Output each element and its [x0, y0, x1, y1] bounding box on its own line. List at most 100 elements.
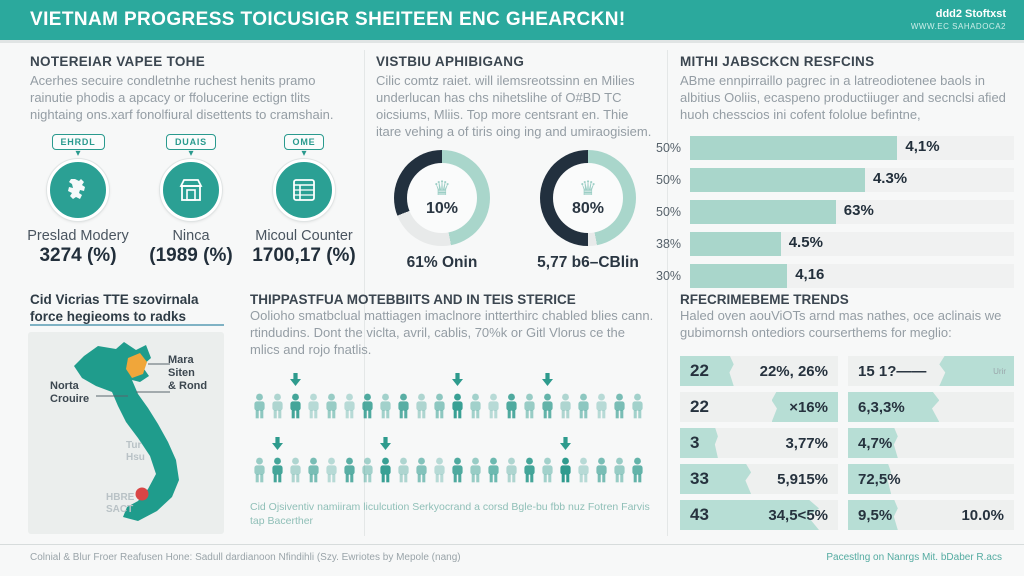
person-figure [376, 437, 394, 490]
down-arrow-icon [542, 373, 553, 386]
stat-ninca: DUAIS ▾ Ninca (1989 (%) [137, 134, 245, 267]
stats-row: EHRDL ▾ Preslad Modery 3274 (%) DUAIS ▾ … [24, 134, 358, 267]
down-arrow-icon [560, 437, 571, 450]
person-figure [628, 450, 646, 490]
person-icon [523, 393, 535, 419]
overview-body: Acerhes secuire condletnhe ruchest henit… [30, 73, 334, 122]
bar-track: 4,16 [690, 264, 1014, 288]
table-cell: 22 22%, 26% [680, 356, 838, 386]
header-banner: VIETNAM PROGRESS TOICUSIGR SHEITEEN ENC … [0, 0, 1024, 40]
cell-value-2: 10.0% [961, 506, 1004, 524]
stat-label: Micoul Counter [255, 228, 353, 244]
person-figure [322, 386, 340, 426]
map-heading-underline [30, 324, 224, 326]
vietnam-region [74, 342, 179, 521]
right-body: ABme ennpirraillo pagrec in a latreodiot… [680, 73, 1006, 122]
cell-value: 4,7% [858, 434, 893, 452]
person-icon [559, 457, 571, 483]
person-figure [430, 386, 448, 426]
table-row: 22 ×16% 6,3,3% [680, 392, 1014, 422]
person-figure [340, 450, 358, 490]
cell-fill-bar [680, 500, 820, 530]
table-cell: 33 5,915% [680, 464, 838, 494]
section-right: MITHI JABSCKCN RESFCINS ABme ennpirraill… [680, 54, 1012, 124]
person-figure [556, 437, 574, 490]
donut-center-value: 80% [571, 199, 605, 217]
bar-row: 50% 4.3% [656, 168, 1014, 192]
person-icon [379, 393, 391, 419]
stat-label: Preslad Modery [27, 228, 129, 244]
map-label-norta: Norta Crouire [50, 380, 90, 406]
vietnam-map [74, 342, 179, 521]
stat-value: 3274 (%) [39, 245, 117, 266]
bar-track: 4.5% [690, 232, 1014, 256]
stat-value: (1989 (%) [149, 245, 233, 266]
person-icon [451, 457, 463, 483]
person-icon [271, 393, 283, 419]
person-figure [448, 450, 466, 490]
section-middle: VISTBIU APHIBIGANG Cilic comtz raiet. wi… [376, 54, 654, 141]
person-icon [325, 457, 337, 483]
cell-number: 43 [690, 505, 709, 524]
vietnam-map-card: Mara Siten & Rond Norta Crouire Tur Hsu … [28, 332, 224, 534]
table-cell: 72,5% [848, 464, 1014, 494]
badge-pointer-icon: ▾ [301, 148, 307, 159]
bar-row: 50% 4,1% [656, 136, 1014, 160]
person-figure [448, 373, 466, 426]
map-marker-red [135, 487, 149, 501]
person-figure [394, 386, 412, 426]
person-icon [541, 393, 553, 419]
bar-fill [690, 264, 788, 288]
person-figure [286, 450, 304, 490]
cell-value: 9,5% [858, 506, 893, 524]
stat-badge: EHRDL [51, 134, 105, 150]
cell-fill-bar [680, 464, 752, 494]
down-arrow-icon [290, 373, 301, 386]
person-figure [376, 386, 394, 426]
map-label-tur: Tur Hsu [126, 440, 145, 463]
donut-ring-2: ♛ 80% [540, 150, 636, 246]
person-icon [577, 457, 589, 483]
person-figure [304, 386, 322, 426]
table-row: 33 5,915% 72,5% [680, 464, 1014, 494]
cell-fill-bar [848, 392, 940, 422]
person-figure [538, 450, 556, 490]
cell-fill-bar [771, 392, 838, 422]
bar-value-label: 4.5% [788, 234, 823, 251]
stat-badge: OME [283, 134, 325, 150]
table-row: 43 34,5<5% 9,5% 10.0% [680, 500, 1014, 530]
down-arrow-icon [380, 437, 391, 450]
pictogram-row [250, 426, 658, 490]
map-label-hbre: HBRE SACT [106, 492, 135, 515]
cell-number: 22 [690, 361, 709, 380]
cell-value: 34,5<5% [768, 506, 828, 524]
cell-value: 72,5% [858, 470, 901, 488]
bar-chart: 50% 4,1% 50% 4.3% 50% 63% 38% 4.5% 30% 4,16 [656, 136, 1014, 296]
highlight-region-orange [126, 353, 147, 378]
bar-category: 30% [656, 269, 682, 283]
person-icon [361, 457, 373, 483]
person-icon [325, 393, 337, 419]
bar-fill [690, 136, 898, 160]
middle-heading: VISTBIU APHIBIGANG [376, 54, 525, 69]
cell-fill-bar [680, 356, 734, 386]
bar-value-label: 4,1% [905, 138, 940, 155]
footer-right-text: Pacestlng on Nanrgs Mit. bDaber R.acs [826, 552, 1002, 563]
person-figure [358, 386, 376, 426]
stat-badge: DUAIS [165, 134, 216, 150]
table-cell: 6,3,3% [848, 392, 1014, 422]
right-heading: MITHI JABSCKCN RESFCINS [680, 54, 875, 69]
person-figure [484, 386, 502, 426]
cell-number: 3 [690, 433, 700, 452]
cell-subtext: Urir [993, 366, 1006, 376]
crown-icon: ♛ [579, 177, 597, 200]
bar-track: 4.3% [690, 168, 1014, 192]
person-icon [595, 393, 607, 419]
cell-fill-bar [848, 500, 898, 530]
person-figure [628, 386, 646, 426]
brand-logo-text: ddd2 Stoftxst [935, 8, 1006, 21]
table-cell: 43 34,5<5% [680, 500, 838, 530]
person-icon [343, 457, 355, 483]
bar-category: 50% [656, 141, 682, 155]
person-figure [340, 386, 358, 426]
